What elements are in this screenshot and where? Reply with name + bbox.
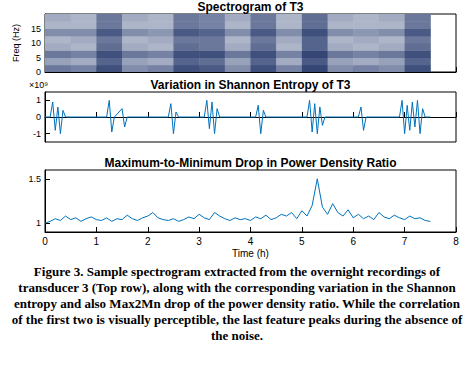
svg-text:×10⁹: ×10⁹ bbox=[29, 80, 48, 90]
svg-text:Maximum-to-Minimum Drop in Pow: Maximum-to-Minimum Drop in Power Density… bbox=[104, 156, 396, 170]
svg-text:1.5: 1.5 bbox=[28, 174, 41, 184]
svg-text:0: 0 bbox=[36, 112, 41, 122]
html-text:Figure 3. Sample spectrogram e: Figure 3. Sample spectrogram extracted f… bbox=[11, 264, 463, 343]
svg-text:7: 7 bbox=[402, 236, 408, 247]
svg-text:5: 5 bbox=[36, 53, 41, 63]
svg-text:2: 2 bbox=[145, 236, 151, 247]
svg-text:5: 5 bbox=[299, 236, 305, 247]
svg-text:0: 0 bbox=[42, 236, 48, 247]
svg-text:6: 6 bbox=[350, 236, 356, 247]
svg-text:3: 3 bbox=[196, 236, 202, 247]
svg-text:1: 1 bbox=[94, 236, 100, 247]
svg-text:-1: -1 bbox=[33, 129, 41, 139]
svg-text:4: 4 bbox=[248, 236, 254, 247]
svg-text:1: 1 bbox=[36, 218, 41, 228]
svg-text:Spectrogram of T3: Spectrogram of T3 bbox=[197, 0, 303, 14]
svg-text:0: 0 bbox=[36, 67, 41, 77]
svg-text:8: 8 bbox=[453, 236, 459, 247]
svg-text:Variation in Shannon Entropy o: Variation in Shannon Entropy of T3 bbox=[150, 78, 350, 92]
svg-text:Freq (Hz): Freq (Hz) bbox=[11, 24, 21, 62]
svg-text:Time (h): Time (h) bbox=[232, 248, 269, 259]
svg-text:1: 1 bbox=[36, 95, 41, 105]
svg-text:10: 10 bbox=[31, 38, 41, 48]
svg-text:15: 15 bbox=[31, 24, 41, 34]
